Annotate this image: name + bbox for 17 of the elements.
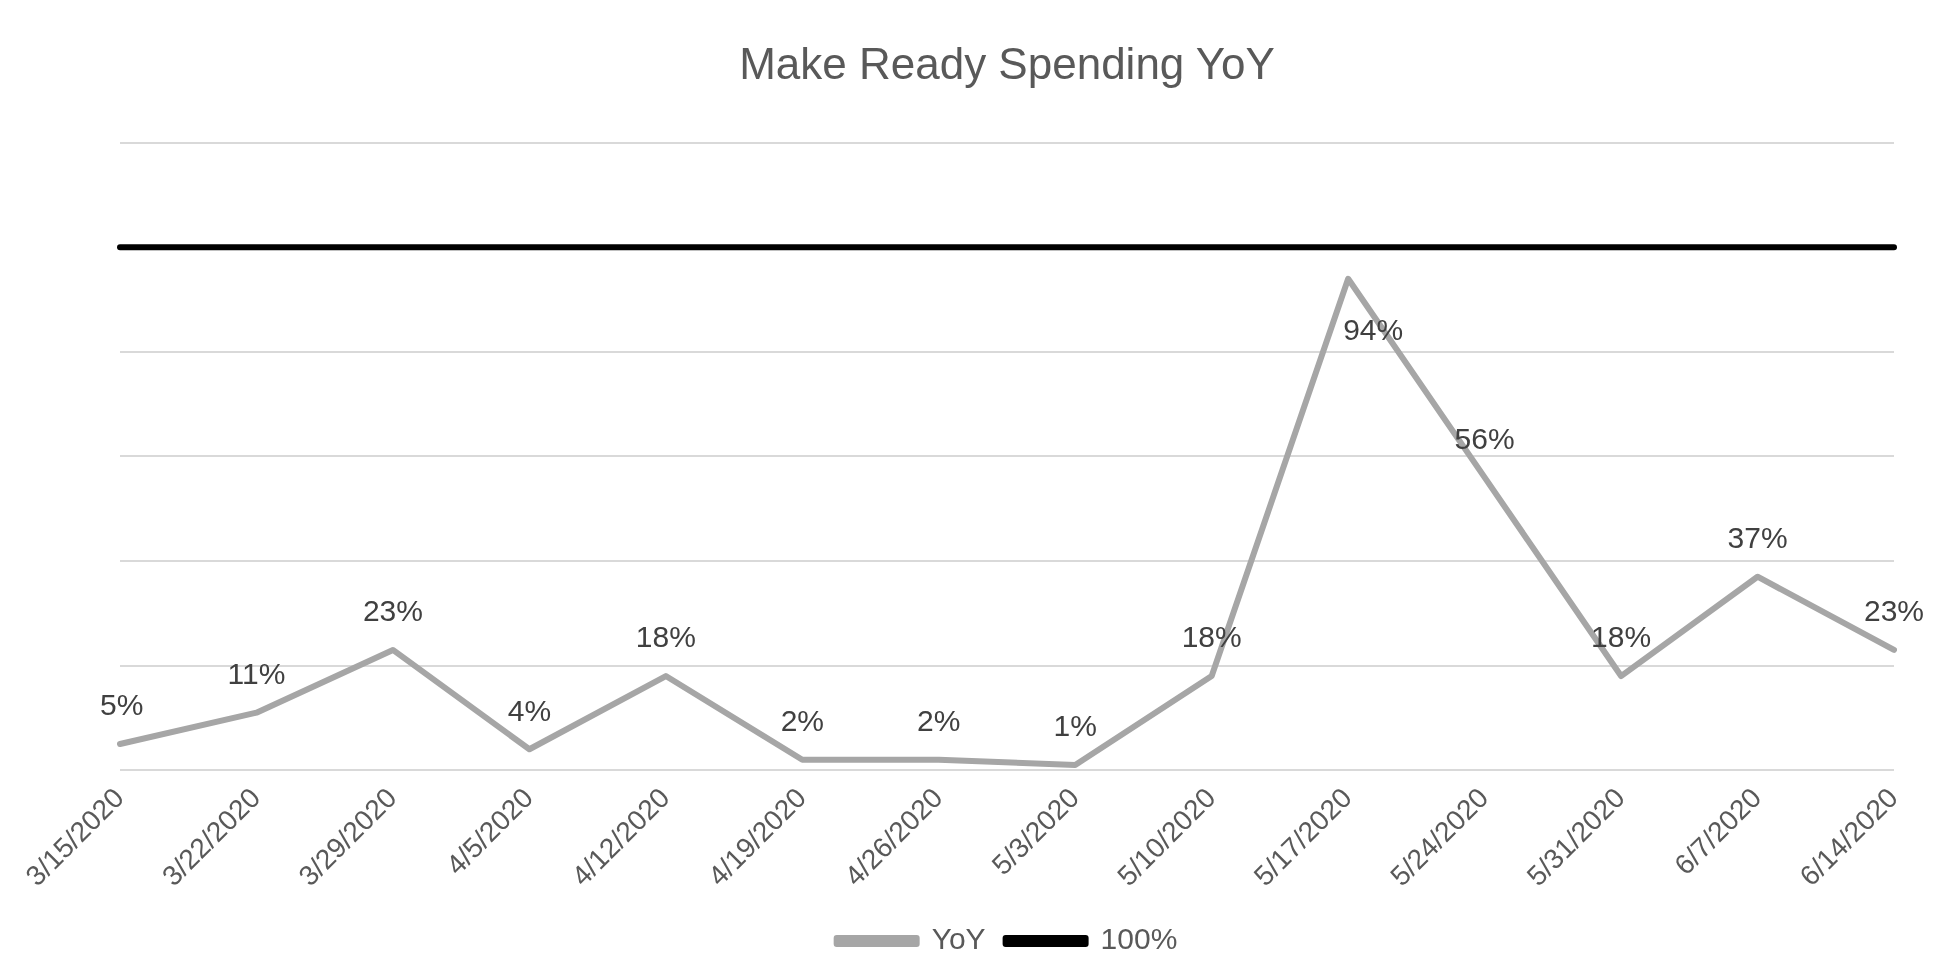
legend-label: YoY [931,922,986,956]
data-label: 94% [1343,312,1404,346]
data-label: 1% [1053,709,1097,743]
data-label: 5% [100,688,144,722]
data-label: 56% [1454,421,1515,455]
data-label: 2% [780,703,824,737]
data-label: 2% [917,703,961,737]
data-label: 37% [1727,520,1788,554]
data-label: 23% [362,594,423,628]
data-label: 23% [1863,594,1925,628]
legend-label: 100% [1100,922,1178,956]
data-label: 11% [227,656,286,690]
data-label: 18% [1181,620,1242,654]
chart-title: Make Ready Spending YoY [739,38,1275,88]
data-label: 18% [635,620,696,654]
data-label: 18% [1591,620,1652,654]
data-label: 4% [507,693,552,727]
